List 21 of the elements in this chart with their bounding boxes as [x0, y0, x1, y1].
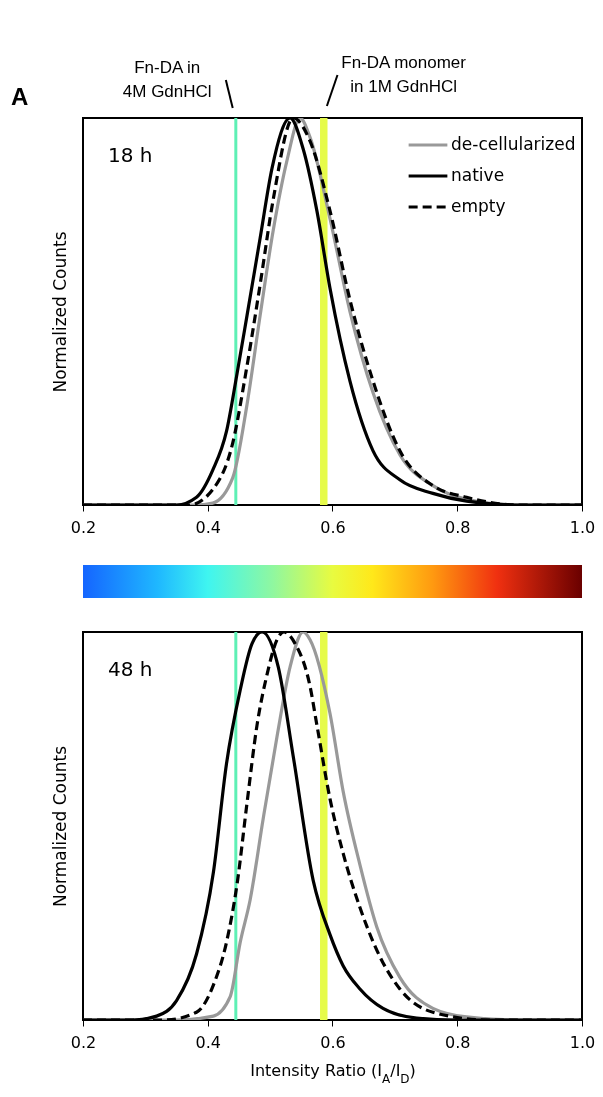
annotation: 48 h: [108, 657, 153, 681]
band-label: Fn-DA monomer in 1M GdnHCl: [341, 53, 467, 96]
x-tick-label: 0.4: [195, 517, 221, 537]
x-tick-label: 0.6: [320, 517, 346, 537]
legend-label: empty: [451, 196, 506, 216]
y-axis-title: Normalized Counts: [49, 231, 70, 393]
legend-label: native: [451, 165, 505, 185]
y-axis-title: Normalized Counts: [49, 745, 70, 908]
legend-label: de-cellularized: [451, 134, 576, 154]
x-tick-label: 0.8: [445, 517, 471, 537]
x-tick-label: 1.0: [569, 517, 596, 537]
x-tick-label: 0.8: [445, 1032, 471, 1052]
x-tick-label: 0.2: [70, 517, 97, 537]
x-tick-label: 0.2: [70, 1032, 97, 1052]
x-tick-label: 0.4: [195, 1032, 221, 1052]
x-axis-title: Intensity Ratio (I$_{A}$/I$_{D}$): [250, 1060, 416, 1086]
annotation: 18 h: [108, 143, 153, 167]
text: A: [11, 83, 29, 110]
ref-line-label: Fn-DA in 4M GdnHCl: [122, 58, 212, 101]
x-tick-label: 1.0: [569, 1032, 596, 1052]
x-tick-label: 0.6: [320, 1032, 346, 1052]
